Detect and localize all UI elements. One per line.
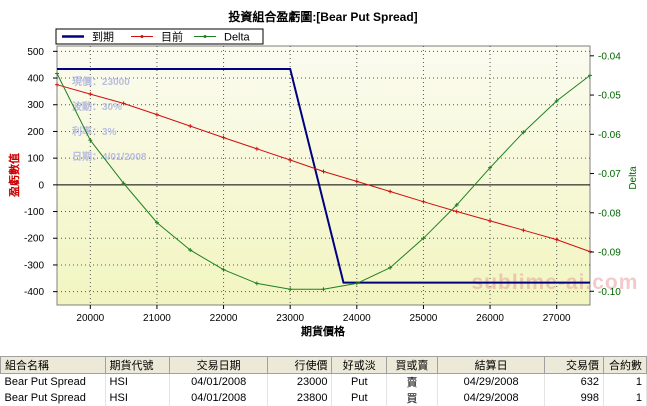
table-cell: 04/01/2008 <box>170 390 268 406</box>
y-tick-label: 300 <box>27 100 44 111</box>
y-tick-label: -100 <box>24 207 44 218</box>
table-cell: HSI <box>105 390 170 406</box>
table-cell: 04/29/2008 <box>437 390 545 406</box>
annotation-text: 日期：4/01/2008 <box>72 150 147 163</box>
annotation-text: 利率：3% <box>72 125 117 138</box>
table-cell: 04/01/2008 <box>170 374 268 391</box>
x-tick-label: 24000 <box>343 313 371 324</box>
y2-tick-label: -0.04 <box>598 51 621 62</box>
x-tick-label: 26000 <box>476 313 504 324</box>
table-cell: 賣 <box>387 374 438 391</box>
y-tick-label: 200 <box>27 127 44 138</box>
y-tick-label: 400 <box>27 74 44 85</box>
y2-tick-label: -0.07 <box>598 169 621 180</box>
y2-tick-label: -0.10 <box>598 287 621 298</box>
y-axis-label: 盈虧數值 <box>7 153 21 198</box>
annotation-text: 現價：23000 <box>72 75 130 88</box>
y-tick-label: 100 <box>27 154 44 165</box>
table-cell: Put <box>332 374 387 391</box>
chart-title: 投資組合盈虧圖:[Bear Put Spread] <box>228 9 417 24</box>
table-cell: 1 <box>603 374 646 391</box>
table-cell: 買 <box>387 390 438 406</box>
table-cell: HSI <box>105 374 170 391</box>
column-header[interactable]: 交易價 <box>545 357 604 374</box>
table-cell: Bear Put Spread <box>1 374 106 391</box>
x-tick-label: 23000 <box>276 313 304 324</box>
position-table: 組合名稱期貨代號交易日期行使價好或淡買或賣結算日交易價合約數 Bear Put … <box>0 356 647 406</box>
legend-label: 到期 <box>92 31 114 44</box>
annotation-text: 波動：30% <box>72 100 122 113</box>
y-tick-label: -400 <box>24 287 44 298</box>
y2-axis-label: Delta <box>628 166 639 190</box>
table-header-row: 組合名稱期貨代號交易日期行使價好或淡買或賣結算日交易價合約數 <box>1 357 647 374</box>
column-header[interactable]: 組合名稱 <box>1 357 106 374</box>
x-tick-label: 20000 <box>76 313 104 324</box>
plot-area <box>57 46 590 305</box>
y-tick-label: -300 <box>24 260 44 271</box>
column-header[interactable]: 期貨代號 <box>105 357 170 374</box>
y2-tick-label: -0.05 <box>598 91 621 102</box>
table-cell: 1 <box>603 390 646 406</box>
x-tick-label: 22000 <box>210 313 238 324</box>
x-tick-label: 27000 <box>543 313 571 324</box>
legend: 到期 目前 Delta <box>56 29 263 44</box>
legend-marker <box>141 35 144 38</box>
legend-label: Delta <box>224 32 251 44</box>
column-header[interactable]: 好或淡 <box>332 357 387 374</box>
table-cell: 04/29/2008 <box>437 374 545 391</box>
column-header[interactable]: 買或賣 <box>387 357 438 374</box>
table-cell: 23000 <box>268 374 332 391</box>
y-tick-label: -200 <box>24 234 44 245</box>
table-cell: 632 <box>545 374 604 391</box>
y2-tick-label: -0.09 <box>598 248 621 259</box>
table-cell: 998 <box>545 390 604 406</box>
y2-tick-label: -0.06 <box>598 130 621 141</box>
column-header[interactable]: 結算日 <box>437 357 545 374</box>
legend-label: 目前 <box>161 30 183 44</box>
column-header[interactable]: 行使價 <box>268 357 332 374</box>
y2-tick-label: -0.08 <box>598 208 621 219</box>
x-tick-label: 25000 <box>410 313 438 324</box>
y-tick-label: 0 <box>38 180 44 191</box>
table-cell: Put <box>332 390 387 406</box>
legend-marker <box>204 35 207 38</box>
table-cell: 23800 <box>268 390 332 406</box>
x-axis-label: 期貨價格 <box>301 324 346 338</box>
column-header[interactable]: 交易日期 <box>170 357 268 374</box>
y-tick-label: 500 <box>27 47 44 58</box>
table-cell: Bear Put Spread <box>1 390 106 406</box>
x-tick-label: 21000 <box>143 313 171 324</box>
column-header[interactable]: 合約數 <box>603 357 646 374</box>
